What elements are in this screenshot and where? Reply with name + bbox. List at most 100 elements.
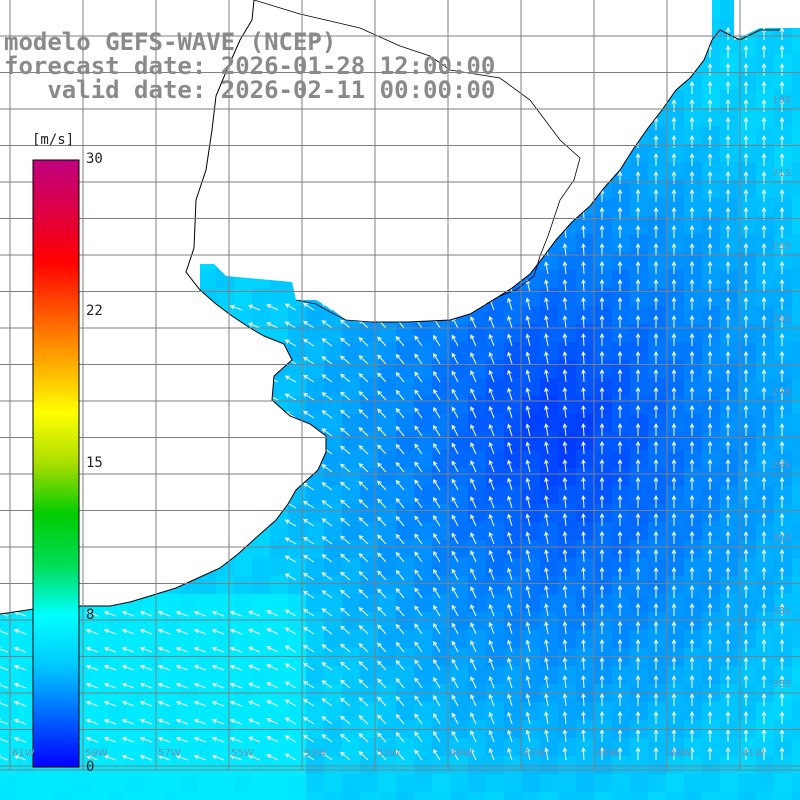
wind-arrow bbox=[470, 730, 477, 743]
wind-arrow bbox=[358, 606, 369, 617]
wind-arrow bbox=[303, 572, 315, 581]
wind-arrow bbox=[599, 710, 605, 724]
wind-arrow bbox=[743, 296, 749, 310]
wind-arrow bbox=[247, 754, 261, 761]
wind-arrow bbox=[85, 736, 99, 743]
wind-arrow bbox=[562, 693, 568, 707]
wind-arrow bbox=[599, 602, 605, 616]
wind-arrow bbox=[395, 659, 405, 671]
wind-arrow bbox=[779, 548, 785, 562]
wind-arrow bbox=[653, 278, 659, 292]
wind-arrow bbox=[725, 566, 731, 580]
wind-arrow bbox=[377, 732, 387, 743]
wind-arrow bbox=[339, 535, 351, 545]
wind-arrow bbox=[707, 710, 713, 724]
wind-arrow bbox=[617, 746, 623, 760]
wind-arrow bbox=[689, 278, 695, 292]
wind-arrow bbox=[725, 296, 731, 310]
wind-arrow bbox=[525, 513, 531, 527]
wind-arrow bbox=[451, 370, 459, 383]
wind-arrow bbox=[599, 746, 605, 760]
wind-arrow bbox=[470, 622, 477, 635]
wind-arrow bbox=[103, 610, 117, 617]
wind-arrow bbox=[599, 296, 605, 310]
wind-arrow bbox=[103, 682, 117, 689]
wind-arrow bbox=[707, 98, 713, 112]
wind-arrow bbox=[671, 674, 677, 688]
wind-arrow bbox=[247, 646, 261, 653]
wind-arrow bbox=[395, 407, 405, 419]
wind-arrow bbox=[303, 608, 315, 617]
wind-arrow bbox=[488, 603, 495, 617]
wind-arrow bbox=[525, 711, 531, 725]
wind-arrow bbox=[562, 243, 568, 257]
wind-arrow bbox=[451, 712, 459, 725]
wind-arrow bbox=[321, 554, 333, 563]
wind-arrow bbox=[761, 674, 767, 688]
wind-arrow bbox=[635, 152, 641, 166]
wind-arrow bbox=[525, 297, 531, 311]
wind-arrow bbox=[525, 279, 531, 293]
wind-arrow bbox=[562, 441, 568, 455]
wind-arrow bbox=[562, 711, 568, 725]
wind-arrow bbox=[599, 638, 605, 652]
wind-arrow bbox=[139, 646, 153, 653]
wind-arrow bbox=[707, 458, 713, 472]
wind-arrow bbox=[433, 442, 441, 455]
wind-arrow bbox=[689, 584, 695, 598]
wind-arrow bbox=[377, 534, 387, 545]
lon-label: 61W bbox=[12, 748, 35, 759]
wind-arrow bbox=[451, 460, 459, 473]
wind-arrow bbox=[779, 458, 785, 472]
wind-arrow bbox=[707, 188, 713, 202]
lat-lon-grid bbox=[0, 0, 800, 771]
colorbar-gradient bbox=[32, 159, 80, 768]
wind-arrow bbox=[103, 718, 117, 725]
wind-arrow bbox=[671, 656, 677, 670]
wind-arrow bbox=[103, 754, 117, 761]
wind-arrow bbox=[433, 694, 441, 707]
wind-arrow bbox=[653, 656, 659, 670]
wind-arrow bbox=[671, 404, 677, 418]
wind-arrow bbox=[653, 674, 659, 688]
wind-arrow bbox=[303, 410, 315, 419]
wind-arrow bbox=[689, 566, 695, 580]
wind-arrow bbox=[725, 98, 731, 112]
wind-arrow bbox=[358, 426, 369, 437]
wind-arrow bbox=[689, 224, 695, 238]
wind-arrow bbox=[414, 515, 423, 527]
wind-arrow bbox=[266, 304, 279, 311]
wind-arrow bbox=[635, 584, 641, 598]
wind-arrow bbox=[581, 656, 586, 671]
wind-arrow bbox=[761, 350, 767, 364]
wind-arrow bbox=[377, 588, 387, 599]
wind-arrow bbox=[581, 620, 586, 635]
wind-arrow bbox=[635, 476, 641, 490]
wind-arrow bbox=[653, 314, 659, 328]
wind-arrow bbox=[339, 445, 351, 455]
wind-arrow bbox=[266, 700, 279, 707]
wind-arrow bbox=[743, 692, 749, 706]
wind-arrow bbox=[358, 462, 369, 473]
wind-arrow bbox=[671, 350, 677, 364]
wind-arrow bbox=[321, 392, 333, 401]
wind-arrow bbox=[599, 278, 605, 292]
wind-arrow bbox=[779, 242, 785, 256]
wind-arrow bbox=[562, 279, 568, 293]
wind-arrow bbox=[229, 736, 243, 743]
wind-arrow bbox=[85, 682, 99, 689]
wind-arrow bbox=[707, 692, 713, 706]
wind-arrow bbox=[599, 530, 605, 544]
wind-arrow bbox=[617, 656, 623, 670]
wind-arrow bbox=[339, 463, 351, 473]
wind-arrow bbox=[544, 711, 549, 725]
wind-arrow bbox=[581, 566, 586, 581]
wind-arrow bbox=[743, 278, 749, 292]
wind-arrow bbox=[707, 368, 713, 382]
wind-arrow bbox=[689, 296, 695, 310]
wind-arrow bbox=[671, 224, 677, 238]
wind-arrow bbox=[599, 494, 605, 508]
wind-arrow bbox=[779, 530, 785, 544]
wind-arrow bbox=[303, 662, 315, 671]
wind-arrow bbox=[470, 658, 477, 671]
